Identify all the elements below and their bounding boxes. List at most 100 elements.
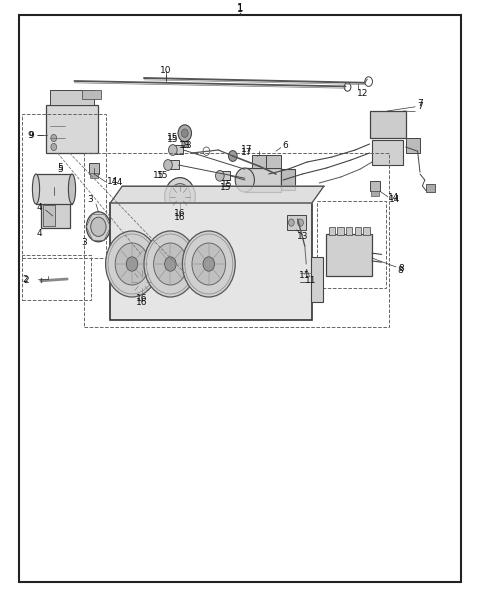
Bar [84, 153, 389, 327]
Circle shape [228, 151, 237, 161]
Circle shape [203, 257, 215, 271]
Circle shape [304, 262, 310, 269]
Text: 2: 2 [23, 275, 28, 283]
Text: 16: 16 [174, 209, 186, 218]
Circle shape [115, 243, 149, 285]
Text: 8: 8 [398, 263, 404, 272]
Circle shape [168, 145, 177, 155]
Circle shape [51, 134, 57, 142]
Text: 10: 10 [160, 66, 171, 75]
Circle shape [165, 178, 195, 216]
Text: 8: 8 [397, 266, 403, 275]
Text: 5: 5 [57, 165, 63, 174]
Bar [370, 181, 380, 191]
Circle shape [154, 243, 187, 285]
Bar [371, 191, 379, 196]
Circle shape [106, 231, 158, 297]
Bar [317, 201, 386, 288]
Circle shape [165, 257, 176, 271]
Bar [50, 90, 94, 105]
Bar [266, 155, 281, 168]
Polygon shape [110, 186, 324, 203]
Text: 18: 18 [179, 140, 191, 149]
Text: 11: 11 [305, 276, 317, 285]
Bar [168, 160, 179, 169]
Text: 9: 9 [27, 130, 33, 139]
Bar [311, 257, 323, 302]
Circle shape [131, 269, 152, 295]
Bar [355, 227, 361, 235]
Text: 16: 16 [174, 212, 186, 221]
Text: 16: 16 [136, 298, 147, 307]
Bar [90, 173, 98, 178]
Circle shape [298, 219, 303, 226]
Circle shape [51, 143, 57, 151]
Bar [110, 203, 312, 320]
Bar [326, 234, 372, 276]
Text: 5: 5 [57, 163, 63, 173]
Bar [22, 255, 91, 300]
Text: 11: 11 [299, 271, 311, 280]
Bar [372, 140, 403, 165]
Bar [426, 184, 435, 192]
Bar [363, 227, 370, 235]
Text: 4: 4 [37, 202, 43, 211]
Circle shape [126, 263, 157, 301]
Circle shape [164, 160, 172, 170]
Circle shape [86, 212, 110, 242]
Bar [287, 215, 306, 230]
Bar [22, 114, 106, 258]
Bar [36, 174, 72, 204]
Circle shape [235, 168, 254, 192]
Circle shape [216, 170, 224, 181]
Text: 4: 4 [37, 229, 43, 238]
Bar [46, 105, 98, 153]
Text: 15: 15 [157, 172, 169, 180]
Text: 18: 18 [180, 140, 192, 149]
Ellipse shape [32, 174, 39, 204]
Text: 17: 17 [241, 145, 253, 154]
Circle shape [169, 184, 191, 210]
Text: 15: 15 [167, 133, 179, 142]
Text: 14: 14 [107, 178, 119, 186]
Bar [252, 155, 269, 168]
Circle shape [91, 217, 106, 236]
Text: 7: 7 [417, 102, 423, 112]
Text: 16: 16 [136, 294, 147, 304]
Text: 14: 14 [388, 193, 399, 202]
Bar [82, 90, 101, 99]
Ellipse shape [69, 174, 75, 204]
Bar [329, 227, 335, 235]
Bar [173, 145, 183, 154]
Bar [89, 163, 99, 174]
Circle shape [182, 231, 235, 297]
Text: 17: 17 [241, 148, 253, 157]
Bar [220, 171, 230, 180]
Text: 15: 15 [167, 134, 179, 143]
Text: 15: 15 [220, 182, 231, 192]
Text: 12: 12 [357, 88, 368, 97]
Bar [43, 205, 55, 226]
Text: 3: 3 [81, 238, 87, 247]
Circle shape [144, 231, 197, 297]
Bar [406, 138, 420, 153]
Text: 15: 15 [221, 180, 233, 190]
Circle shape [178, 125, 192, 142]
Bar [41, 203, 70, 228]
Circle shape [126, 257, 138, 271]
Text: 6: 6 [283, 140, 288, 149]
Text: 1: 1 [237, 3, 243, 13]
Circle shape [288, 219, 294, 226]
Text: 7: 7 [417, 98, 423, 108]
Bar [245, 168, 281, 192]
Circle shape [181, 129, 188, 137]
Text: 9: 9 [28, 130, 34, 139]
Text: 14: 14 [389, 194, 400, 203]
Text: 2: 2 [24, 275, 29, 284]
Text: 3: 3 [87, 194, 93, 203]
Bar [346, 227, 352, 235]
Text: 15: 15 [153, 172, 164, 180]
Circle shape [192, 243, 226, 285]
Text: 14: 14 [112, 178, 123, 187]
Text: 1: 1 [237, 4, 243, 14]
